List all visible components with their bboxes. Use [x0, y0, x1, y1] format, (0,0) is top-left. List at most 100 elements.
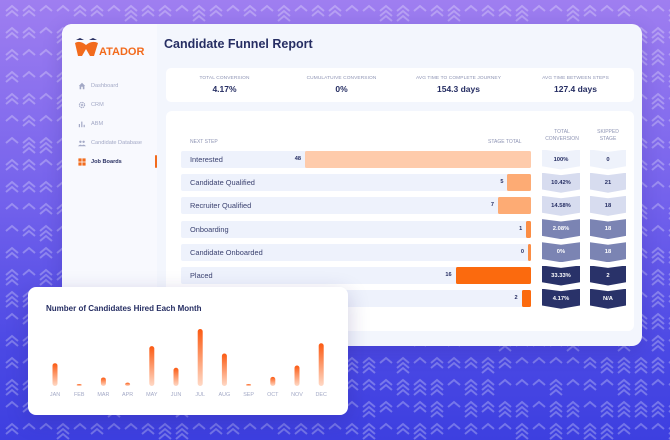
chevron-pattern-icon [5, 400, 19, 408]
chevron-pattern-icon [39, 207, 53, 215]
chevron-pattern-icon [600, 432, 614, 440]
chevron-pattern-icon [362, 410, 376, 418]
chevron-pattern-icon [430, 378, 444, 386]
chevron-pattern-icon [39, 4, 53, 12]
conversion-badge: 14.58% [542, 195, 580, 216]
sidebar-item-job-boards[interactable]: Job Boards [62, 152, 157, 171]
stat-value: 4.17% [212, 84, 237, 94]
chevron-pattern-icon [107, 422, 121, 430]
chevron-pattern-icon [5, 246, 19, 254]
chevron-pattern-icon [583, 432, 597, 440]
chevron-pattern-icon [481, 9, 495, 17]
chevron-pattern-icon [498, 4, 512, 12]
chevron-pattern-icon [600, 422, 614, 430]
x-tick-label: MAY [146, 392, 158, 398]
stage-total-value: 48 [294, 156, 301, 162]
chevron-pattern-icon [90, 422, 104, 430]
chevron-pattern-icon [22, 163, 36, 171]
chevron-pattern-icon [464, 400, 478, 408]
sidebar-item-candidate-database[interactable]: Candidate Database [62, 133, 157, 152]
header-stage-total: STAGE TOTAL [488, 139, 522, 145]
chevron-pattern-icon [515, 14, 529, 22]
chevron-pattern-icon [158, 427, 172, 435]
chevron-pattern-icon [311, 422, 325, 430]
chevron-pattern-icon [328, 422, 342, 430]
chevron-pattern-icon [209, 427, 223, 435]
chevron-pattern-icon [362, 4, 376, 12]
conversion-badge: 0% [542, 242, 580, 263]
chevron-pattern-icon [277, 4, 291, 12]
chevron-pattern-icon [464, 361, 478, 369]
chevron-pattern-icon [379, 378, 393, 386]
chevron-pattern-icon [5, 202, 19, 210]
chevron-pattern-icon [5, 427, 19, 435]
chevron-pattern-icon [5, 278, 19, 286]
chevron-pattern-icon [583, 4, 597, 12]
chevron-pattern-icon [532, 356, 546, 364]
chevron-pattern-icon [209, 4, 223, 12]
chevron-pattern-icon [141, 4, 155, 12]
chevron-pattern-icon [362, 432, 376, 440]
chevron-pattern-icon [5, 422, 19, 430]
chevron-pattern-icon [5, 9, 19, 17]
chevron-pattern-icon [379, 4, 393, 12]
funnel-row[interactable]: Recruiter Qualified 7 [181, 197, 531, 215]
chevron-pattern-icon [617, 405, 631, 413]
chevron-pattern-icon [464, 405, 478, 413]
stage-total-bar [526, 220, 531, 238]
chevron-pattern-icon [634, 361, 648, 369]
chevron-pattern-icon [396, 388, 410, 396]
chevron-pattern-icon [498, 410, 512, 418]
matador-logo[interactable]: ATADOR [74, 36, 146, 58]
chevron-pattern-icon [515, 432, 529, 440]
funnel-row[interactable]: Interested 48 [181, 151, 531, 168]
chevron-pattern-icon [651, 58, 665, 66]
funnel-row[interactable]: Candidate Qualified 5 [181, 174, 531, 192]
chevron-pattern-icon [379, 356, 393, 364]
sidebar-item-abm[interactable]: ABM [62, 114, 157, 133]
chevron-pattern-icon [22, 92, 36, 100]
sidebar-item-label: CRM [91, 101, 104, 108]
x-tick-label: OCT [267, 392, 279, 398]
chevron-pattern-icon [22, 70, 36, 78]
chevron-pattern-icon [345, 427, 359, 435]
chevron-pattern-icon [22, 114, 36, 122]
chevron-pattern-icon [651, 361, 665, 369]
chevron-pattern-icon [39, 180, 53, 188]
sidebar-item-crm[interactable]: CRM [62, 95, 157, 114]
stage-label: Placed [190, 271, 213, 280]
chevron-pattern-icon [634, 378, 648, 386]
chevron-pattern-icon [362, 383, 376, 391]
chevron-pattern-icon [498, 361, 512, 369]
stat-value: 127.4 days [553, 84, 597, 94]
sidebar-item-label: Job Boards [91, 158, 122, 165]
chevron-pattern-icon [124, 14, 138, 22]
chevron-pattern-icon [413, 4, 427, 12]
chevron-pattern-icon [22, 422, 36, 430]
chevron-pattern-icon [515, 378, 529, 386]
skipped-stage-badge: 18 [590, 195, 626, 216]
chevron-pattern-icon [226, 422, 240, 430]
funnel-row[interactable]: Placed 16 [181, 267, 531, 284]
chevron-pattern-icon [158, 9, 172, 17]
funnel-row[interactable]: Onboarding 1 [181, 220, 531, 238]
chevron-pattern-icon [566, 427, 580, 435]
stage-total-value: 16 [445, 272, 452, 278]
chevron-pattern-icon [158, 432, 172, 440]
chevron-pattern-icon [549, 356, 563, 364]
chevron-pattern-icon [634, 366, 648, 374]
stage-label: Recruiter Qualified [190, 201, 252, 211]
funnel-row[interactable]: Candidate Onboarded 0 [181, 243, 531, 261]
chevron-pattern-icon [447, 378, 461, 386]
sidebar-item-dashboard[interactable]: Dashboard [62, 76, 157, 95]
chevron-pattern-icon [634, 422, 648, 430]
chevron-pattern-icon [413, 378, 427, 386]
chevron-pattern-icon [481, 356, 495, 364]
chevron-pattern-icon [549, 378, 563, 386]
chevron-pattern-icon [617, 9, 631, 17]
chevron-pattern-icon [396, 366, 410, 374]
chevron-pattern-icon [583, 427, 597, 435]
chevron-pattern-icon [345, 356, 359, 364]
chevron-pattern-icon [141, 427, 155, 435]
chevron-pattern-icon [498, 356, 512, 364]
